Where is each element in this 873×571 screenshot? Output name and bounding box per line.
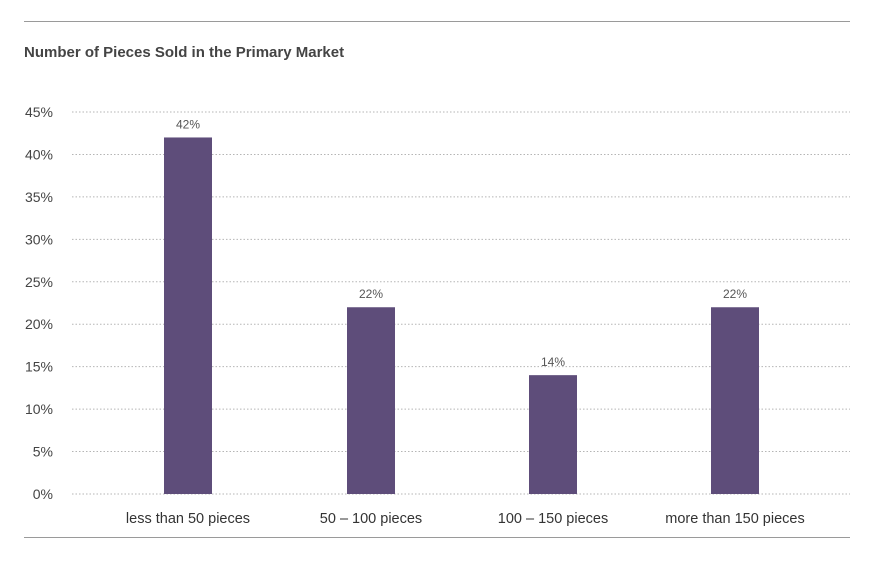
category-label: more than 150 pieces (665, 511, 804, 527)
data-label: 22% (723, 287, 747, 301)
data-label: 42% (176, 117, 200, 131)
bar (347, 307, 395, 494)
bottom-rule (24, 537, 850, 538)
y-tick-label: 10% (25, 401, 53, 417)
data-label: 14% (541, 355, 565, 369)
bar (711, 307, 759, 494)
chart-title: Number of Pieces Sold in the Primary Mar… (24, 44, 345, 61)
bar (164, 137, 212, 494)
y-tick-label: 20% (25, 316, 53, 332)
y-tick-label: 35% (25, 189, 53, 205)
bar (529, 375, 577, 494)
category-label: 50 – 100 pieces (320, 511, 422, 527)
y-tick-label: 5% (33, 444, 53, 460)
y-tick-label: 15% (25, 359, 53, 375)
y-tick-label: 45% (25, 104, 53, 120)
y-tick-label: 40% (25, 146, 53, 162)
y-tick-label: 30% (25, 231, 53, 247)
data-label: 22% (359, 287, 383, 301)
category-label: less than 50 pieces (126, 511, 250, 527)
top-rule (24, 21, 850, 22)
y-tick-label: 0% (33, 486, 53, 502)
y-tick-label: 25% (25, 274, 53, 290)
category-label: 100 – 150 pieces (498, 511, 608, 527)
